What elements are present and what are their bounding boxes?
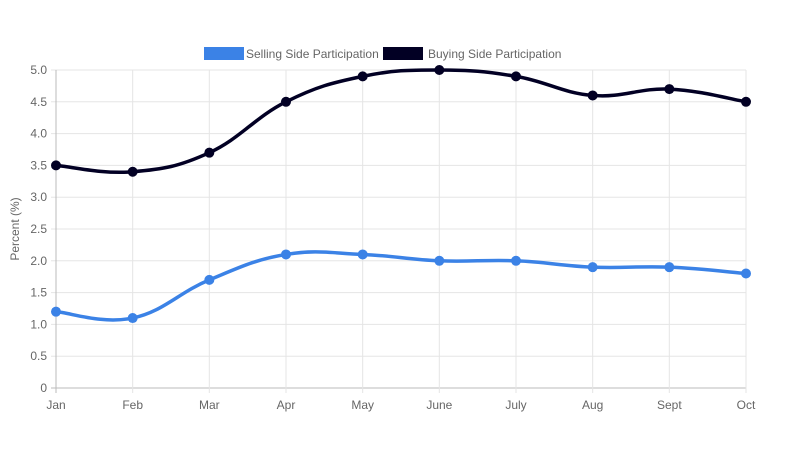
x-tick-label: July xyxy=(505,398,526,412)
x-tick-label: June xyxy=(426,398,452,412)
x-tick-label: Oct xyxy=(737,398,756,412)
y-tick-label: 2.5 xyxy=(30,222,47,236)
series-line-1 xyxy=(55,68,747,175)
legend: Selling Side Participation Buying Side Pa… xyxy=(204,47,561,61)
x-tick-label: Feb xyxy=(122,398,143,412)
x-tick-label: Aug xyxy=(582,398,603,412)
y-tick-label: 0 xyxy=(40,381,47,395)
legend-label: Selling Side Participation xyxy=(246,47,379,61)
data-point xyxy=(434,255,445,266)
data-point xyxy=(127,313,138,324)
legend-swatch xyxy=(204,47,244,60)
y-tick-label: 2.0 xyxy=(30,254,47,268)
data-point xyxy=(434,65,445,75)
data-point xyxy=(281,96,291,107)
data-point xyxy=(357,71,368,82)
y-tick-label: 3.5 xyxy=(30,158,47,172)
series-group xyxy=(51,65,751,324)
data-point xyxy=(51,160,61,171)
data-point xyxy=(587,90,598,101)
data-point xyxy=(664,84,675,95)
legend-swatch xyxy=(383,47,423,60)
data-point xyxy=(511,255,521,266)
legend-label: Buying Side Participation xyxy=(428,47,561,61)
y-tick-label: 4.0 xyxy=(30,127,47,141)
data-point xyxy=(587,262,598,273)
data-point xyxy=(511,71,521,82)
x-tick-label: Jan xyxy=(46,398,65,412)
x-tick-label: Sept xyxy=(657,398,682,412)
data-point xyxy=(664,262,675,273)
data-point xyxy=(127,166,138,177)
x-tick-label: Apr xyxy=(277,398,296,412)
y-tick-label: 1.0 xyxy=(30,317,47,331)
y-tick-label: 5.0 xyxy=(30,63,47,77)
y-tick-label: 1.5 xyxy=(30,286,47,300)
y-axis-label: Percent (%) xyxy=(8,197,22,260)
data-point xyxy=(741,268,751,279)
y-tick-label: 3.0 xyxy=(30,190,47,204)
data-point xyxy=(204,147,215,158)
grid: 0 0.5 1.0 1.5 2.0 2.5 3.0 3.5 4.0 4.5 5.0 Jan Feb Mar… xyxy=(30,63,756,412)
series-line-0 xyxy=(55,250,747,322)
x-tick-label: Mar xyxy=(199,398,220,412)
y-tick-label: 4.5 xyxy=(30,95,47,109)
data-point xyxy=(357,249,368,260)
data-point xyxy=(741,96,751,107)
data-point xyxy=(281,249,291,260)
x-tick-label: May xyxy=(351,398,374,412)
data-point xyxy=(204,274,215,285)
y-tick-label: 0.5 xyxy=(30,349,47,363)
data-point xyxy=(51,306,61,317)
